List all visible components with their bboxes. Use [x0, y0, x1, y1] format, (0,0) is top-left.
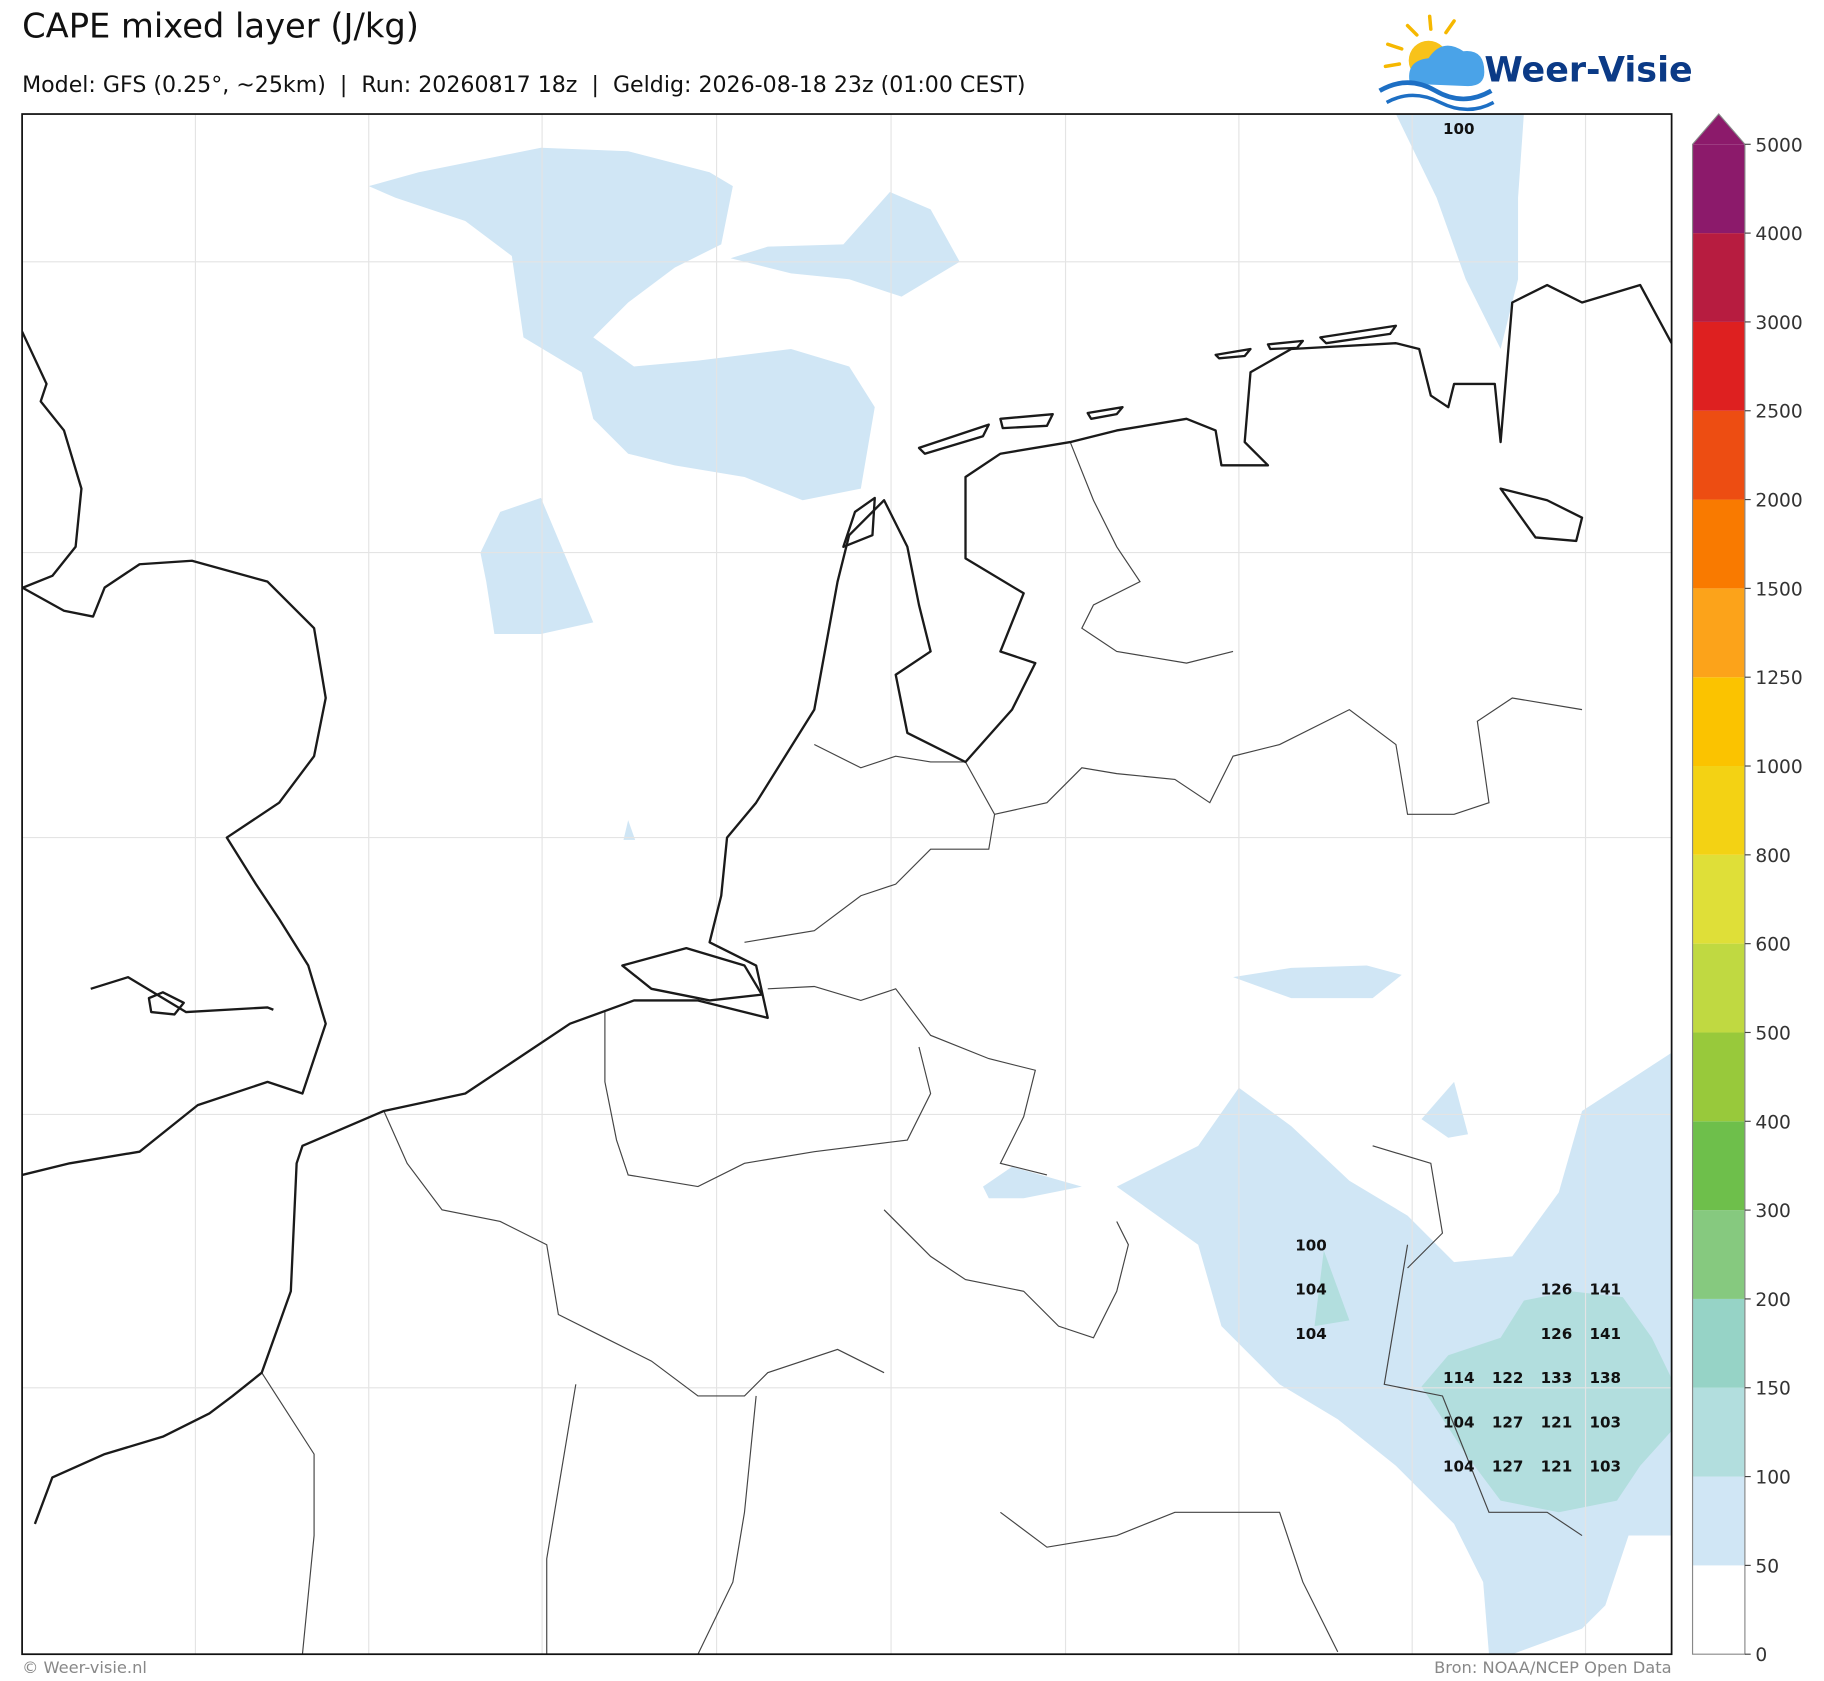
point-value: 133	[1541, 1369, 1573, 1387]
point-value: 100	[1443, 120, 1475, 138]
colorbar-tick-label: 2500	[1755, 402, 1802, 423]
colorbar-tick-label: 4000	[1755, 224, 1802, 245]
colorbar-tick-label: 800	[1755, 846, 1791, 867]
cape-fields	[368, 114, 1672, 1655]
point-value: 122	[1492, 1369, 1524, 1387]
colorbar-segment	[1692, 854, 1745, 944]
borders	[261, 441, 1583, 1655]
point-value: 100	[1295, 1237, 1327, 1255]
footer-right: Bron: NOAA/NCEP Open Data	[1434, 1658, 1672, 1677]
point-value: 114	[1443, 1369, 1475, 1387]
point-value: 104	[1443, 1413, 1475, 1431]
colorbar-tick-label: 200	[1755, 1290, 1791, 1311]
colorbar-tick-label: 150	[1755, 1379, 1791, 1400]
cape-area	[1314, 1250, 1350, 1327]
point-value: 103	[1590, 1458, 1622, 1476]
title: CAPE mixed layer (J/kg)	[22, 6, 419, 45]
cape-area	[1421, 1081, 1469, 1138]
cape-area	[623, 820, 636, 840]
point-value: 127	[1492, 1458, 1524, 1476]
colorbar-tick-label: 5000	[1755, 135, 1802, 156]
point-value: 141	[1590, 1281, 1622, 1299]
graticule	[22, 114, 1672, 1655]
point-value: 138	[1590, 1369, 1622, 1387]
colorbar-segment	[1692, 943, 1745, 1033]
logo-text: Weer-Visie	[1484, 50, 1692, 90]
colorbar-tick-label: 600	[1755, 935, 1791, 956]
colorbar-segment	[1692, 321, 1745, 411]
cape-area	[1395, 114, 1524, 350]
point-value: 104	[1295, 1281, 1327, 1299]
point-value: 121	[1541, 1458, 1573, 1476]
cape-area	[1421, 1291, 1672, 1513]
colorbar-segment	[1692, 766, 1745, 855]
point-value: 121	[1541, 1413, 1573, 1431]
colorbar-tick-label: 50	[1755, 1556, 1779, 1577]
colorbar-outline	[1691, 113, 1746, 1655]
subtitle: Model: GFS (0.25°, ~25km) | Run: 2026081…	[22, 72, 1025, 98]
map: 100 100 104 104 126 141 126 141 114 122 133 138 104 1…	[22, 114, 1672, 1655]
colorbar-segment	[1692, 1121, 1745, 1211]
colorbar-segment	[1692, 499, 1745, 589]
colorbar-tick-label: 1500	[1755, 579, 1802, 600]
point-value: 126	[1541, 1281, 1573, 1299]
map-frame	[21, 113, 1673, 1656]
point-value: 141	[1590, 1325, 1622, 1343]
point-value: 103	[1590, 1413, 1622, 1431]
cape-area	[480, 497, 594, 635]
colorbar-segment	[1692, 1476, 1745, 1566]
colorbar-segment	[1692, 1210, 1745, 1299]
colorbar-segment	[1692, 144, 1745, 234]
colorbar-segment	[1692, 233, 1745, 322]
value-labels: 100 100 104 104 126 141 126 141 114 122 133 138 104 1…	[1295, 120, 1621, 1476]
colorbar-tick-label: 0	[1755, 1645, 1767, 1666]
colorbar-segment	[1692, 588, 1745, 678]
cape-area	[730, 191, 960, 297]
colorbar-segment	[1692, 410, 1745, 500]
colorbar-tick-label: 500	[1755, 1023, 1791, 1044]
colorbar-tick-label: 3000	[1755, 313, 1802, 334]
coastline	[22, 283, 1672, 1525]
colorbar-segment	[1692, 1565, 1745, 1655]
colorbar-tick-label: 2000	[1755, 491, 1802, 512]
colorbar-segment	[1692, 1032, 1745, 1122]
point-value: 126	[1541, 1325, 1573, 1343]
cape-area	[982, 1166, 1082, 1199]
point-value: 104	[1443, 1458, 1475, 1476]
colorbar: 0 50 100 150 200 300 400 500 600 800 1000 1250 1500 2…	[1691, 113, 1803, 1666]
colorbar-tick-label: 300	[1755, 1201, 1791, 1222]
colorbar-segment	[1692, 1387, 1745, 1477]
point-value: 104	[1295, 1325, 1327, 1343]
colorbar-arrow	[1692, 114, 1745, 145]
cape-area	[368, 147, 875, 501]
logo: Weer-Visie	[1378, 14, 1693, 112]
cape-area	[1233, 965, 1402, 999]
colorbar-segment	[1692, 677, 1745, 767]
footer-left: © Weer-visie.nl	[22, 1658, 147, 1677]
colorbar-tick-label: 1250	[1755, 668, 1802, 689]
colorbar-tick-label: 400	[1755, 1112, 1791, 1133]
colorbar-tick-label: 100	[1755, 1468, 1791, 1489]
point-value: 127	[1492, 1413, 1524, 1431]
colorbar-tick-label: 1000	[1755, 757, 1802, 778]
colorbar-segment	[1692, 1298, 1745, 1388]
